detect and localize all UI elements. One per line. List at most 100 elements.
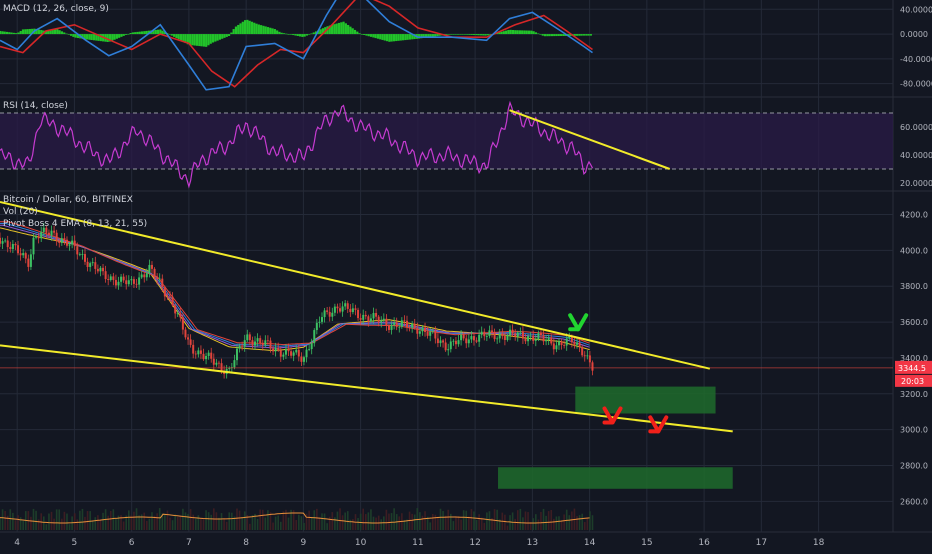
price-pane[interactable]: [0, 221, 893, 530]
candle-body: [68, 244, 71, 246]
volume-bar: [475, 520, 478, 530]
candle-body: [194, 353, 197, 355]
symbol-label[interactable]: Bitcoin / Dollar, 60, BITFINEX: [3, 195, 133, 205]
rsi-trendline[interactable]: [509, 109, 671, 170]
macd-histogram-bar: [111, 34, 114, 41]
volume-bar: [529, 522, 532, 530]
macd-signal-line[interactable]: [0, 0, 593, 88]
x-tick-label: 8: [243, 538, 249, 548]
macd-histogram-bar: [211, 34, 215, 43]
candle-body: [37, 236, 40, 239]
macd-histogram-bar: [209, 34, 212, 44]
candle-body: [212, 358, 215, 365]
candle-body: [19, 253, 22, 256]
rsi-pane[interactable]: [0, 100, 893, 189]
macd-histogram-bar: [585, 34, 588, 36]
volume-bar: [233, 516, 236, 530]
macd-histogram-bar: [312, 32, 315, 35]
volume-bar: [300, 516, 303, 530]
candle-body: [472, 336, 475, 341]
rsi-tick-label: 20.0000: [900, 179, 932, 188]
volume-bar: [14, 520, 17, 530]
volume-bar: [388, 513, 390, 530]
macd-histogram-bar: [562, 34, 565, 36]
macd-pane[interactable]: [0, 0, 593, 91]
red-arrow-icon[interactable]: [648, 415, 669, 434]
macd-histogram-bar: [548, 34, 551, 37]
candle-body: [220, 363, 223, 371]
candle-body: [277, 347, 280, 351]
candle-body: [315, 322, 318, 331]
target-zone[interactable]: [575, 386, 716, 414]
candle-body: [135, 283, 138, 285]
candle-body: [76, 246, 79, 255]
x-tick-label: 15: [641, 538, 652, 548]
x-tick-label: 5: [72, 538, 78, 548]
volume-indicator-label[interactable]: Vol (20): [3, 207, 38, 217]
volume-bar: [519, 508, 522, 530]
candle-body: [547, 337, 550, 340]
macd-tick-label: 40.0000: [900, 5, 932, 14]
volume-bar: [231, 512, 233, 530]
candle-body: [503, 336, 506, 341]
macd-histogram-bar: [191, 34, 194, 46]
macd-histogram-bar: [152, 30, 155, 35]
volume-bar: [220, 513, 223, 530]
macd-histogram-bar: [69, 34, 73, 36]
macd-histogram-bar: [422, 34, 425, 38]
volume-bar: [488, 511, 491, 530]
macd-histogram-bar: [456, 34, 460, 35]
candle-body: [107, 279, 110, 281]
volume-bar: [537, 519, 540, 530]
ema-line: [0, 227, 590, 352]
drawings-overlay[interactable]: [0, 109, 733, 489]
macd-histogram-bar: [294, 34, 297, 36]
macd-histogram-bar: [218, 34, 222, 40]
rsi-line[interactable]: [0, 100, 594, 189]
candle-body: [132, 279, 135, 284]
volume-bar: [522, 517, 524, 530]
macd-histogram-bar: [51, 29, 54, 35]
macd-histogram-bar: [372, 34, 375, 38]
macd-histogram-bar: [186, 34, 189, 45]
macd-histogram-bar: [168, 34, 171, 35]
red-arrow-icon[interactable]: [602, 406, 623, 425]
macd-tick-label: -80.0000: [900, 80, 932, 89]
volume-bar: [97, 515, 99, 530]
macd-histogram-bar: [507, 30, 510, 35]
x-tick-label: 17: [756, 538, 767, 548]
macd-histogram-bar: [468, 34, 471, 35]
rsi-indicator-label[interactable]: RSI (14, close): [3, 101, 68, 111]
macd-histogram-bar: [301, 34, 304, 37]
volume-bar: [109, 510, 112, 530]
candle-body: [89, 263, 92, 267]
ema-line: [0, 221, 590, 346]
last-price-tag[interactable]: [895, 360, 932, 374]
candle-body: [282, 354, 285, 357]
macd-histogram-bar: [388, 34, 391, 42]
volume-bar: [102, 512, 104, 530]
macd-histogram-bar: [257, 24, 260, 35]
candle-body: [274, 347, 277, 352]
macd-histogram-bar: [374, 34, 377, 39]
macd-histogram-bar: [308, 34, 311, 35]
candle-body: [145, 273, 148, 278]
trendline[interactable]: [0, 200, 711, 370]
ema-indicator-label[interactable]: Pivot Boss 4 EMA (8, 13, 21, 55): [3, 219, 148, 229]
candle-body: [514, 333, 517, 337]
target-zone[interactable]: [498, 467, 733, 489]
macd-histogram-bar: [376, 34, 380, 39]
candle-body: [207, 352, 210, 356]
green-arrow-icon[interactable]: [568, 313, 589, 332]
macd-histogram-bar: [250, 21, 254, 35]
macd-indicator-label[interactable]: MACD (12, 26, close, 9): [3, 4, 109, 14]
macd-line[interactable]: [0, 0, 593, 91]
candle-body: [560, 341, 563, 346]
macd-histogram-bar: [53, 29, 57, 35]
candle-body: [251, 340, 254, 346]
candle-body: [264, 340, 267, 346]
macd-histogram-bar: [1, 31, 4, 35]
macd-histogram-bar: [161, 30, 164, 35]
candle-body: [364, 314, 367, 317]
